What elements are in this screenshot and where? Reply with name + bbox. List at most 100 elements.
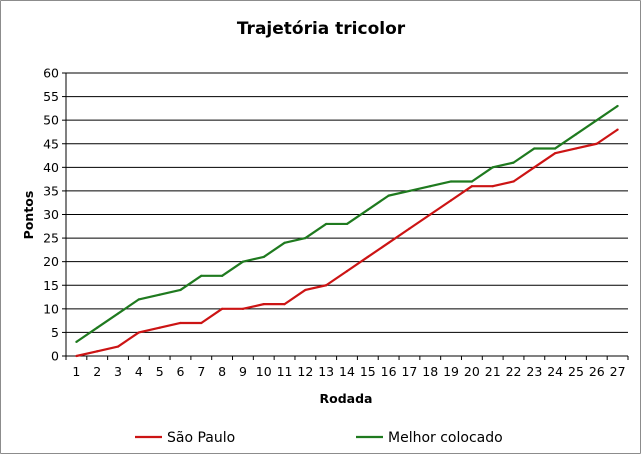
x-tick-label: 16 xyxy=(381,364,397,379)
data-point xyxy=(366,255,369,259)
data-point xyxy=(470,180,473,183)
data-point xyxy=(221,274,224,277)
y-axis-ticks: 0 5 10 15 20 25 30 35 40 45 50 55 60 xyxy=(43,66,66,364)
x-tick-label: 19 xyxy=(443,364,459,379)
x-tick-label: 18 xyxy=(422,364,438,379)
x-tick-label: 6 xyxy=(177,364,185,379)
data-point xyxy=(345,270,349,273)
data-point xyxy=(221,307,224,310)
data-point xyxy=(137,331,140,334)
data-point xyxy=(304,288,307,292)
data-point xyxy=(429,213,432,216)
y-tick-label: 15 xyxy=(43,278,59,293)
data-point xyxy=(283,303,286,306)
x-axis-ticks: 1 2 3 4 5 6 7 8 9 10 11 12 13 14 15 16 17 18 19 20 21 22 23 24 2… xyxy=(65,356,629,379)
data-point xyxy=(574,147,578,150)
data-point xyxy=(366,208,369,211)
data-point xyxy=(595,142,598,145)
x-tick-label: 15 xyxy=(360,364,376,379)
x-tick-label: 7 xyxy=(197,364,205,379)
x-tick-label: 21 xyxy=(485,364,501,379)
x-tick-label: 17 xyxy=(401,364,417,379)
data-point xyxy=(325,222,328,226)
x-tick-label: 24 xyxy=(547,364,563,379)
data-point xyxy=(200,321,203,325)
chart-title: Trajetória tricolor xyxy=(237,19,406,39)
y-tick-label: 35 xyxy=(43,183,59,198)
y-tick-label: 40 xyxy=(43,160,59,175)
data-point xyxy=(533,147,536,150)
legend: São Paulo Melhor colocado xyxy=(135,430,503,446)
legend-label: Melhor colocado xyxy=(388,430,503,446)
data-point xyxy=(491,166,494,169)
x-tick-label: 23 xyxy=(526,364,542,379)
data-point xyxy=(470,185,473,188)
data-point xyxy=(512,161,515,164)
data-point xyxy=(262,303,265,306)
x-tick-label: 11 xyxy=(277,364,293,379)
data-point xyxy=(408,189,411,193)
y-tick-label: 30 xyxy=(43,207,59,222)
data-point xyxy=(325,284,328,287)
data-point xyxy=(304,236,307,240)
data-point xyxy=(595,119,598,122)
y-tick-label: 0 xyxy=(51,349,59,364)
data-point xyxy=(449,199,453,202)
data-point xyxy=(116,312,120,315)
x-tick-label: 14 xyxy=(339,364,355,379)
data-point xyxy=(408,227,411,230)
data-point xyxy=(158,326,161,329)
data-point xyxy=(574,133,578,136)
data-point xyxy=(96,326,99,329)
x-tick-label: 25 xyxy=(568,364,584,379)
data-point xyxy=(616,104,619,108)
data-point xyxy=(533,166,536,169)
x-tick-label: 27 xyxy=(610,364,626,379)
x-tick-label: 4 xyxy=(135,364,143,379)
legend-label: São Paulo xyxy=(167,430,235,446)
x-tick-label: 5 xyxy=(156,364,164,379)
x-tick-label: 20 xyxy=(464,364,480,379)
data-point xyxy=(75,340,78,343)
data-point xyxy=(512,180,515,183)
x-tick-label: 3 xyxy=(114,364,122,379)
x-tick-label: 10 xyxy=(256,364,272,379)
data-point xyxy=(283,241,286,244)
y-tick-label: 55 xyxy=(43,89,59,104)
x-tick-label: 22 xyxy=(506,364,522,379)
gridlines xyxy=(65,72,628,357)
data-point xyxy=(262,255,265,259)
y-axis-title: Pontos xyxy=(21,191,36,240)
y-tick-label: 10 xyxy=(43,301,59,316)
data-point xyxy=(616,128,619,131)
data-point xyxy=(179,321,182,325)
data-point xyxy=(491,185,494,188)
y-tick-label: 60 xyxy=(43,66,59,81)
y-tick-label: 20 xyxy=(43,254,59,269)
y-tick-label: 45 xyxy=(43,136,59,151)
data-point xyxy=(179,288,182,292)
data-point xyxy=(200,274,203,277)
y-tick-label: 5 xyxy=(51,325,59,340)
data-point xyxy=(554,152,557,155)
x-tick-label: 12 xyxy=(297,364,313,379)
y-tick-label: 50 xyxy=(43,113,59,128)
data-point xyxy=(75,354,78,358)
data-point xyxy=(241,307,245,310)
data-point xyxy=(158,293,161,296)
x-axis-title: Rodada xyxy=(320,391,373,406)
data-point xyxy=(96,350,99,353)
data-point xyxy=(137,298,140,301)
x-tick-label: 26 xyxy=(589,364,605,379)
series-lines xyxy=(75,104,619,358)
x-tick-label: 2 xyxy=(93,364,101,379)
x-tick-label: 9 xyxy=(239,364,247,379)
data-point xyxy=(387,241,390,244)
x-tick-label: 8 xyxy=(218,364,226,379)
data-point xyxy=(449,180,453,183)
data-point xyxy=(554,147,557,150)
data-point xyxy=(241,260,245,263)
data-point xyxy=(429,185,432,188)
data-point xyxy=(387,194,390,197)
